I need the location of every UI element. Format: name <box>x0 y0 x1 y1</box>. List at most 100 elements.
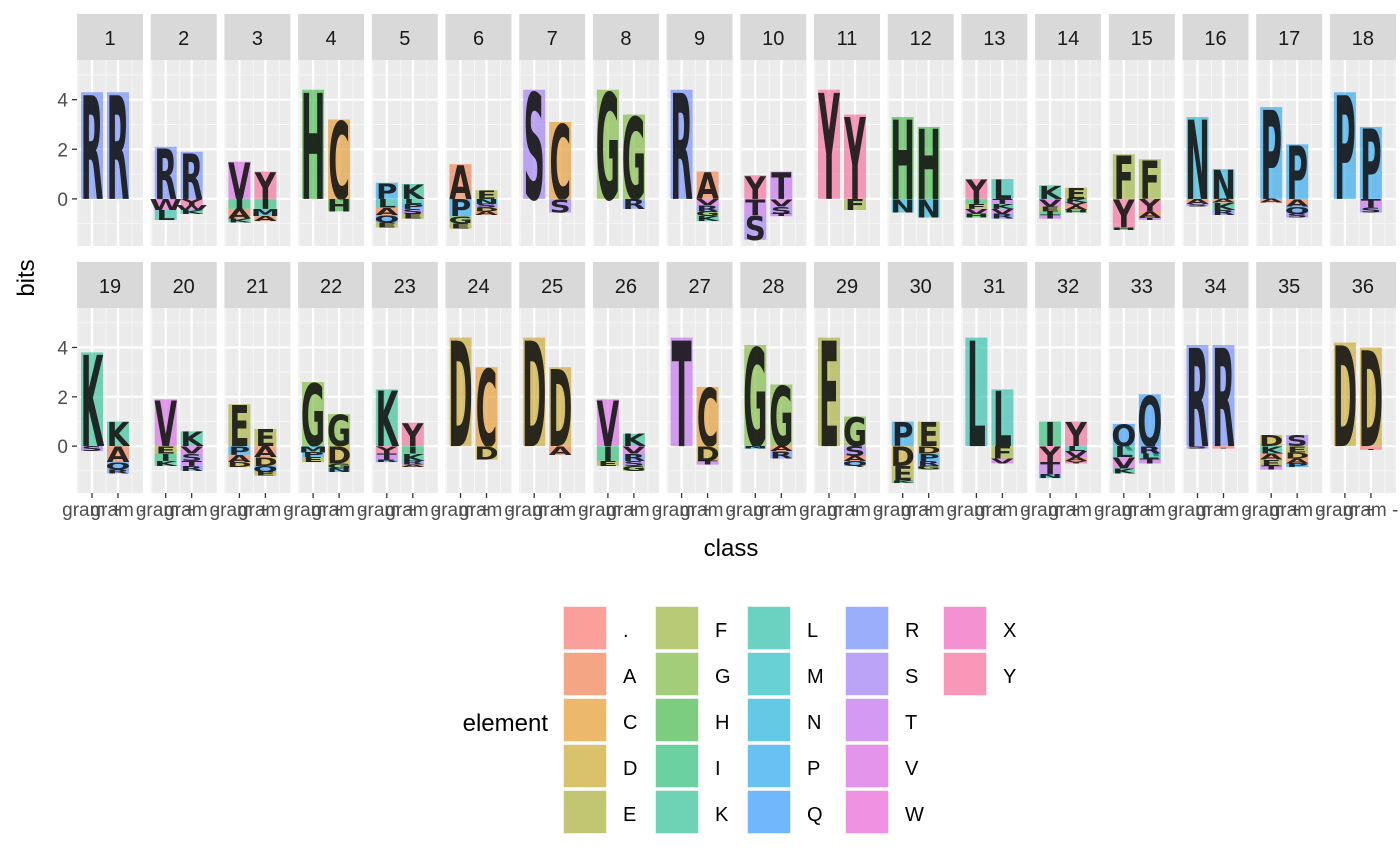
logo-letter: A <box>254 215 277 223</box>
logo-letter-box <box>991 446 1014 459</box>
logo-letter-box <box>1286 144 1309 199</box>
logo-letter-box <box>375 207 398 215</box>
logo-letter-box <box>302 446 325 453</box>
logo-letter: E <box>893 463 913 486</box>
logo-letter: S <box>623 460 644 468</box>
facet-strip <box>519 262 586 308</box>
logo-letter-box <box>965 208 988 214</box>
logo-letter-box <box>107 92 129 199</box>
logo-letter: Y <box>965 174 988 205</box>
logo-letter: V <box>154 389 177 462</box>
logo-letter: P <box>1260 85 1281 228</box>
logo-letter: F <box>966 203 986 211</box>
logo-letter: M <box>251 208 280 219</box>
y-axes: 0 2 4 0 2 4 <box>57 91 77 458</box>
x-tick-label: gram - <box>680 500 735 521</box>
facet-strip-label: 35 <box>1278 276 1300 298</box>
logo-letter: R <box>376 459 399 463</box>
facet-strip <box>445 14 512 60</box>
facet-strip-label: 9 <box>694 28 705 50</box>
logo-letter-box <box>1186 198 1209 204</box>
logo-letter-box <box>375 222 398 228</box>
facet-strip <box>77 14 143 60</box>
logo-letter-box <box>1333 342 1356 447</box>
logo-letter: T <box>1040 214 1061 220</box>
logo-letter-box <box>1065 187 1088 199</box>
logo-letter-box <box>475 207 498 212</box>
logo-letter: Y <box>844 96 866 226</box>
logo-letter: K <box>81 332 105 477</box>
legend-label: I <box>715 758 721 780</box>
logo-letter-box <box>180 205 203 211</box>
logo-letter-box <box>991 389 1014 447</box>
logo-letter-box <box>1039 421 1062 447</box>
logo-letter: I <box>407 445 418 456</box>
logo-letter: G <box>696 210 720 218</box>
logo-letter: Y <box>254 165 277 208</box>
x-tick-label: gram + <box>136 500 196 521</box>
logo-letter-box <box>696 211 719 217</box>
logo-letter: G <box>743 322 767 480</box>
logo-letter: V <box>180 445 203 456</box>
legend-swatch <box>844 651 890 697</box>
x-tick-label: gram + <box>1241 500 1301 521</box>
logo-letter: P <box>1286 133 1308 217</box>
logo-letter: C <box>549 104 571 224</box>
legend-swatch <box>942 651 988 697</box>
facet-strip-label: 28 <box>762 276 784 298</box>
logo-letter-box <box>1138 211 1161 218</box>
logo-letter: D <box>1359 326 1383 478</box>
logo-letter: V <box>1039 198 1062 209</box>
facet-strip-label: 12 <box>910 28 932 50</box>
logo-letter-box <box>1260 465 1283 470</box>
logo-letter: Y <box>1112 193 1134 238</box>
logo-letter: H <box>327 196 352 215</box>
logo-letter-box <box>917 453 940 461</box>
logo-letter-box <box>1065 451 1088 458</box>
logo-letter: Y <box>818 64 840 233</box>
legend-label: K <box>715 804 729 826</box>
logo-letter-box <box>991 203 1014 209</box>
legend-title: element <box>463 710 549 737</box>
legend-swatch <box>844 697 890 743</box>
logo-letter-box <box>154 146 177 199</box>
x-tick-label: gram + <box>1094 500 1154 521</box>
logo-letter: K <box>1039 182 1063 204</box>
x-tick-label: gram + <box>578 500 638 521</box>
logo-letter: T <box>1261 465 1282 471</box>
logo-letter: T <box>182 460 203 468</box>
logo-letter: L <box>377 197 396 210</box>
logo-letter: G <box>622 465 646 473</box>
logo-letter-box <box>1112 423 1135 447</box>
logo-letter-box <box>1286 458 1309 464</box>
logo-letter-box <box>228 161 251 199</box>
logo-letter: S <box>1187 203 1208 207</box>
logo-letter-box <box>1212 210 1235 215</box>
logo-letter: L <box>403 198 422 206</box>
logo-letter-box <box>991 458 1014 464</box>
logo-letter-box <box>1286 452 1309 459</box>
logo-letter-box <box>1039 211 1062 215</box>
logo-letter: G <box>448 215 472 226</box>
logo-letter: E <box>1261 459 1281 469</box>
x-tick-label: gram - <box>901 500 956 521</box>
logo-letter: I <box>1045 210 1056 216</box>
legend-label: F <box>715 620 727 642</box>
facet-strip <box>666 14 733 60</box>
logo-letter: E <box>303 456 323 464</box>
legend-swatch <box>562 789 608 835</box>
logo-letter: W <box>176 204 208 212</box>
logo-letter-box <box>891 117 914 199</box>
logo-letter-box <box>549 122 572 199</box>
logo-letter: S <box>771 205 792 216</box>
facet-strip-label: 27 <box>688 276 710 298</box>
logo-letter-box <box>965 337 988 447</box>
logo-letter: K <box>401 181 426 204</box>
facet-strip-label: 15 <box>1131 28 1153 50</box>
logo-letter-box <box>254 428 277 447</box>
facet-strip <box>224 262 291 308</box>
logo-letter: E <box>255 426 275 452</box>
logo-letter: V <box>623 445 646 456</box>
